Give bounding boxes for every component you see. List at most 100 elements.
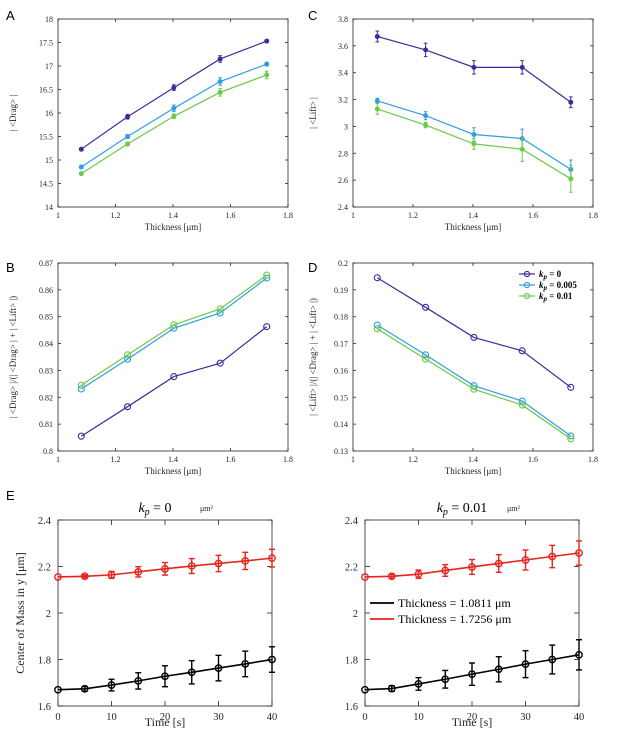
y-tick-label: 14.5	[39, 180, 53, 189]
data-point	[161, 564, 169, 573]
data-point	[414, 680, 423, 688]
x-tick-label: 1.2	[111, 211, 121, 220]
data-point	[568, 99, 574, 105]
y-tick-label: 0.8	[43, 447, 53, 456]
data-point	[125, 141, 131, 147]
data-point	[134, 567, 143, 576]
data-point	[494, 665, 503, 674]
panel-letter: D	[308, 260, 317, 275]
series-0	[54, 646, 276, 694]
data-point	[374, 98, 380, 104]
y-tick-label: 2.2	[345, 563, 358, 574]
data-point	[414, 570, 423, 579]
data-point	[518, 347, 526, 355]
legend-value: = 0.01	[547, 291, 573, 301]
panel-E1: 0 10 20 30 40 1.6 1.8 2 2.2 2.4 Time [s] Center of …	[6, 488, 277, 729]
y-tick-label: 0.17	[334, 340, 348, 349]
data-point	[170, 373, 178, 381]
title-var: k	[138, 501, 145, 516]
x-tick-label: 1.2	[111, 455, 121, 464]
data-point	[214, 664, 223, 673]
series-line	[376, 277, 572, 388]
x-tick-label: 10	[106, 712, 117, 723]
x-tick-label: 1.4	[168, 455, 178, 464]
data-point	[575, 549, 583, 557]
panel-D: 1 1.2 1.4 1.6 1.8 0.13 0.14 0.15 0.16 0.17 0.18 0.1…	[308, 259, 598, 476]
data-point	[471, 141, 477, 147]
series-line	[376, 328, 572, 440]
y-tick-label: 0.87	[39, 259, 53, 268]
y-tick-label: 0.81	[39, 420, 53, 429]
legend-marker	[523, 281, 531, 289]
x-axis-label: Thickness [μm]	[445, 222, 502, 232]
data-point	[567, 435, 575, 443]
series-line	[80, 274, 268, 386]
x-tick-label: 1.6	[528, 455, 538, 464]
panel-A: 1 1.2 1.4 1.6 1.8 14 14.5 15 15.5 16 16.5 17 17.5 18 T…	[6, 8, 293, 232]
x-tick-label: 0	[362, 712, 367, 723]
series-0	[78, 38, 270, 152]
x-tick-label: 1	[56, 211, 60, 220]
data-point	[187, 562, 196, 570]
data-point	[422, 355, 430, 363]
panel-letter: B	[6, 260, 15, 275]
y-axis-label: | <Lift> |/(| <Drag> | + | <Lift> |)	[308, 298, 318, 416]
data-point	[264, 38, 270, 44]
legend-entry: kp = 0.01	[539, 291, 573, 303]
y-tick-label: 18	[45, 15, 53, 24]
data-point	[241, 557, 250, 565]
panel-E2: 0 10 20 30 40 1.6 1.8 2 2.2 2.4 Time [s] kp = 0.01 μ…	[345, 501, 584, 729]
legend-entry: kp = 0	[539, 269, 562, 281]
title-value: = 0	[150, 501, 172, 516]
data-point	[171, 105, 177, 111]
y-tick-label: 0.15	[334, 393, 348, 402]
y-tick-label: 14	[45, 203, 53, 212]
legend-var: k	[539, 280, 544, 290]
x-tick-label: 40	[267, 712, 278, 723]
x-tick-label: 1.2	[408, 211, 418, 220]
data-point	[107, 681, 116, 689]
y-tick-label: 3.6	[338, 42, 348, 51]
x-tick-label: 1.8	[283, 455, 293, 464]
data-point	[77, 432, 85, 440]
x-tick-label: 1.8	[588, 455, 598, 464]
panel-title: kp = 0	[138, 501, 171, 518]
data-point	[216, 309, 224, 317]
data-point	[171, 85, 177, 91]
data-point	[567, 383, 575, 391]
y-tick-label: 0.82	[39, 393, 53, 402]
x-tick-label: 1.6	[528, 211, 538, 220]
y-tick-label: 0.83	[39, 366, 53, 375]
x-axis-label: Thickness [μm]	[145, 222, 202, 232]
y-tick-label: 0.84	[39, 340, 53, 349]
panel-title: kp = 0.01	[437, 501, 488, 518]
data-point	[470, 333, 478, 341]
x-tick-label: 1.4	[168, 211, 178, 220]
title-var: k	[437, 501, 444, 516]
legend-thickness: Thickness = 1.0811 μm Thickness = 1.7256 …	[370, 596, 512, 626]
data-point	[263, 323, 271, 331]
data-point	[441, 566, 450, 575]
data-point	[77, 381, 85, 389]
x-tick-label: 1.2	[408, 455, 418, 464]
y-tick-label: 2.4	[345, 516, 359, 527]
data-point	[78, 171, 84, 177]
data-point	[217, 56, 223, 62]
data-point	[423, 113, 429, 119]
data-point	[125, 114, 131, 120]
y-tick-label: 0.13	[334, 447, 348, 456]
y-tick-label: 2.4	[38, 516, 52, 527]
data-point	[125, 134, 131, 139]
y-tick-label: 16	[45, 109, 53, 118]
legend-sub: p	[543, 284, 548, 292]
data-point	[124, 403, 132, 411]
x-tick-label: 1.6	[226, 455, 236, 464]
legend-value: = 0	[547, 269, 562, 279]
series-2	[77, 271, 271, 389]
x-tick-label: 20	[160, 712, 171, 723]
y-tick-label: 0.16	[334, 366, 348, 375]
series-1	[361, 540, 583, 581]
y-tick-label: 2	[353, 609, 358, 620]
y-tick-label: 1.8	[345, 656, 358, 667]
